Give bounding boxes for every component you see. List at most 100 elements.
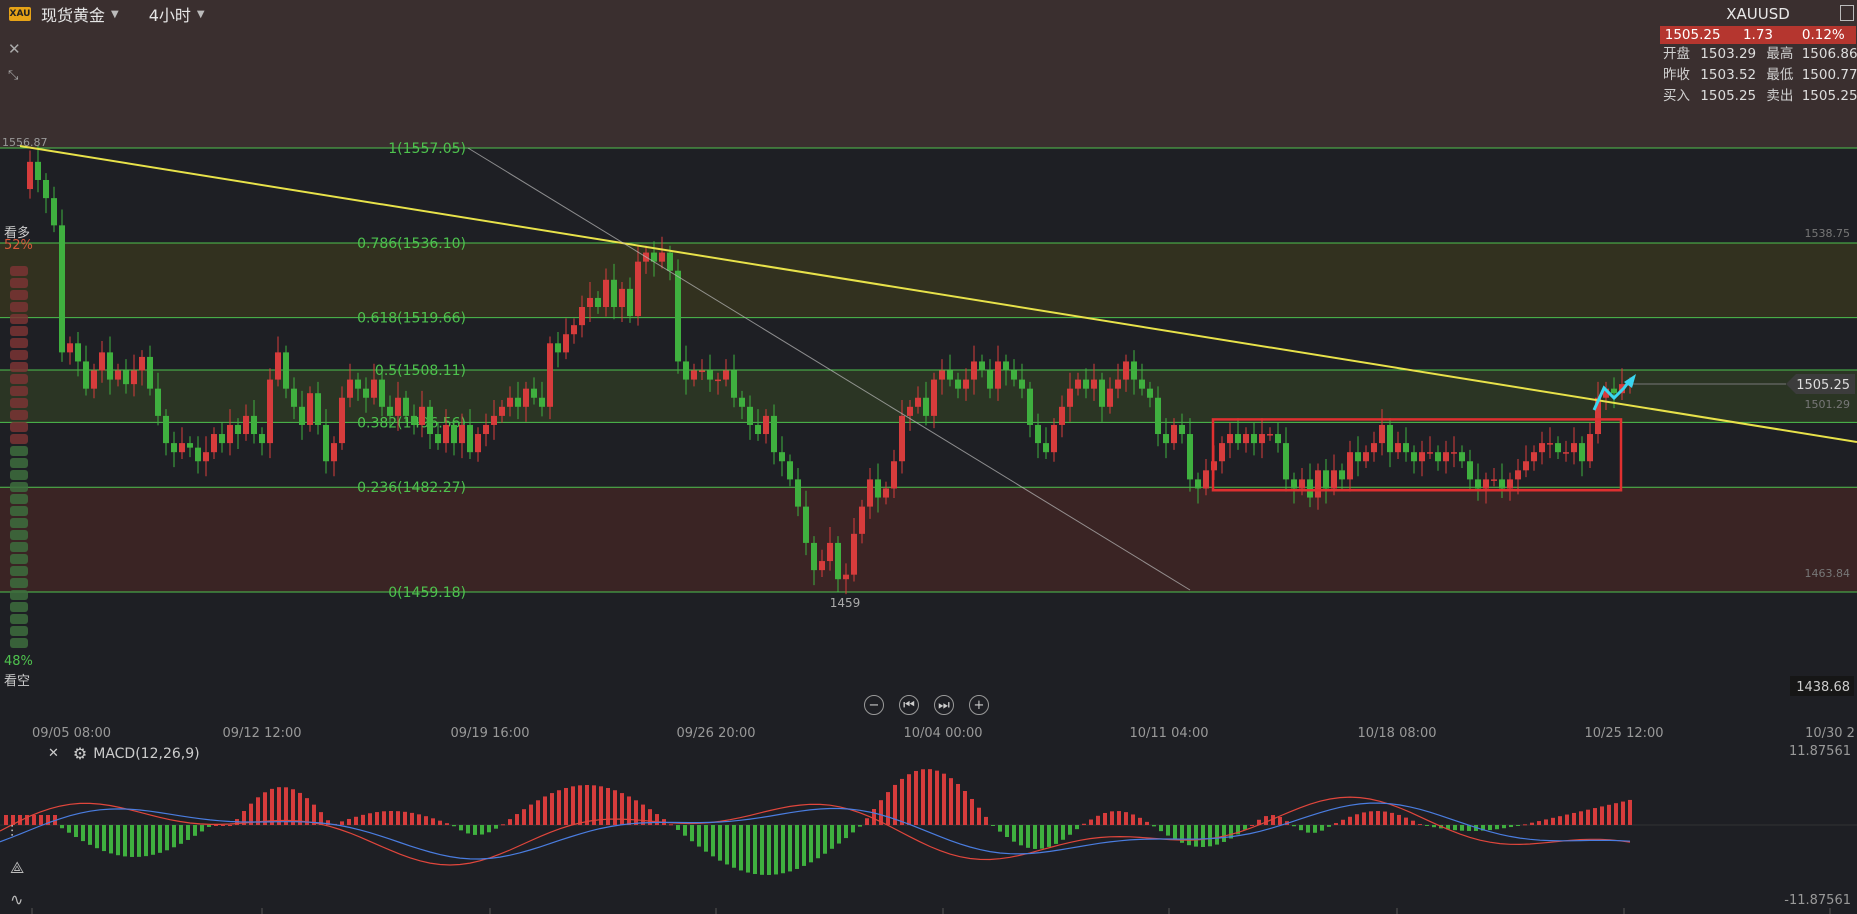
candle-body <box>227 424 233 444</box>
sentiment-bar-segment <box>10 614 28 624</box>
quote-row-prev: 昨收 1503.52 最低 1500.77 <box>1660 65 1857 86</box>
macd-hist-bar <box>648 809 652 825</box>
macd-hist-bar <box>739 825 743 871</box>
candle-body <box>619 288 625 308</box>
macd-hist-bar <box>354 816 358 825</box>
macd-hist-bar <box>1320 825 1324 831</box>
macd-hist-bar <box>116 825 120 856</box>
macd-hist-bar <box>1334 823 1338 825</box>
macd-hist-bar <box>95 825 99 849</box>
candle-body <box>307 393 313 425</box>
candle-body <box>971 361 977 380</box>
symbol-logo: XAU <box>9 7 31 21</box>
macd-hist-bar <box>137 825 141 857</box>
macd-hist-bar <box>1250 825 1254 826</box>
candle-body <box>259 434 265 444</box>
macd-hist-bar <box>1586 809 1590 825</box>
panel-toggle-icon[interactable] <box>1840 5 1854 21</box>
macd-hist-bar <box>998 825 1002 832</box>
quote-panel: XAUUSD 1505.25 1.73 0.12% 开盘 1503.29 最高 … <box>1660 3 1857 107</box>
sentiment-bar-segment <box>10 590 28 600</box>
macd-hist-bar <box>1362 812 1366 825</box>
candle-body <box>315 393 321 425</box>
candle-body <box>59 225 65 353</box>
candle-body <box>947 370 953 380</box>
macd-hist-bar <box>347 818 351 825</box>
fib-label: 1(1557.05) <box>388 141 466 157</box>
candle-body <box>1547 443 1553 445</box>
macd-hist-bar <box>1047 825 1051 847</box>
chevron-down-icon[interactable]: ▼ <box>196 8 205 20</box>
candle-body <box>1107 388 1113 407</box>
macd-hist-bar <box>1607 804 1611 825</box>
macd-hist-bar <box>690 825 694 842</box>
prev-value: 1503.52 <box>1700 67 1757 83</box>
macd-hist-bar <box>221 825 225 826</box>
macd-hist-bar <box>39 815 43 825</box>
macd-hist-bar <box>1404 817 1408 825</box>
candle-body <box>843 574 849 580</box>
candle-body <box>1411 452 1417 462</box>
candle-body <box>875 479 881 498</box>
sentiment-bar-segment <box>10 518 28 528</box>
close-icon[interactable]: ✕ <box>48 746 59 761</box>
candle-body <box>531 388 537 398</box>
candle-body <box>355 379 361 389</box>
period-selector[interactable]: 4小时 <box>148 6 191 25</box>
candle-body <box>67 343 73 353</box>
macd-hist-bar <box>1138 817 1142 825</box>
current-price-label: 1505.25 <box>1796 378 1850 393</box>
wave-icon[interactable]: ∿ <box>10 890 24 909</box>
macd-hist-bar <box>1124 812 1128 825</box>
sentiment-bar-segment <box>10 374 28 384</box>
candle-body <box>1515 470 1521 480</box>
candle-body <box>435 434 441 444</box>
macd-hist-bar <box>767 825 771 875</box>
candle-body <box>691 370 697 380</box>
macd-hist-bar <box>382 811 386 825</box>
bull-pct: 52% <box>4 238 33 253</box>
scroll-end-button[interactable]: ⏭ <box>934 695 954 715</box>
sentiment-bar-segment <box>10 410 28 420</box>
candle-body <box>563 334 569 353</box>
zoom-out-button[interactable]: − <box>864 695 884 715</box>
macd-hist-bar <box>81 825 85 842</box>
candle-body <box>587 297 593 308</box>
chevron-down-icon[interactable]: ▼ <box>111 8 119 20</box>
sentiment-bar-segment <box>10 542 28 552</box>
candle-body <box>491 415 497 425</box>
scroll-start-button[interactable]: ⏮ <box>899 695 919 715</box>
candle-body <box>347 379 353 398</box>
macd-hist-bar <box>928 769 932 825</box>
shrink-icon[interactable]: ⤡ <box>8 68 19 83</box>
gear-icon[interactable]: ⚙ <box>72 744 88 763</box>
time-axis-label: 09/26 20:00 <box>676 726 755 741</box>
candle-body <box>243 415 249 435</box>
close-icon[interactable]: ✕ <box>8 40 21 58</box>
candle-body <box>915 397 921 407</box>
candle-body <box>1243 434 1249 444</box>
macd-hist-bar <box>655 814 659 825</box>
macd-hist-bar <box>1306 825 1310 833</box>
macd-hist-bar <box>613 790 617 825</box>
macd-hist-bar <box>543 796 547 825</box>
zoom-in-button[interactable]: + <box>969 695 989 715</box>
fib-label: 0(1459.18) <box>388 585 466 601</box>
macd-hist-bar <box>1145 821 1149 825</box>
indicator-icon[interactable]: ⫶ <box>10 822 15 841</box>
macd-hist-bar <box>641 804 645 825</box>
draw-tool-icon[interactable]: ⟁ <box>10 858 25 877</box>
macd-hist-bar <box>1453 825 1457 831</box>
macd-hist-bar <box>956 783 960 825</box>
candle-body <box>1467 461 1473 480</box>
candle-body <box>107 352 113 380</box>
candle-body <box>811 542 817 571</box>
macd-hist-bar <box>130 825 134 857</box>
macd-hist-bar <box>1257 819 1261 825</box>
consolidation-box <box>1211 418 1623 492</box>
symbol-selector[interactable]: 现货黄金 <box>41 6 106 25</box>
macd-hist-bar <box>977 807 981 825</box>
candle-body <box>83 361 89 389</box>
macd-hist-bar <box>319 812 323 825</box>
